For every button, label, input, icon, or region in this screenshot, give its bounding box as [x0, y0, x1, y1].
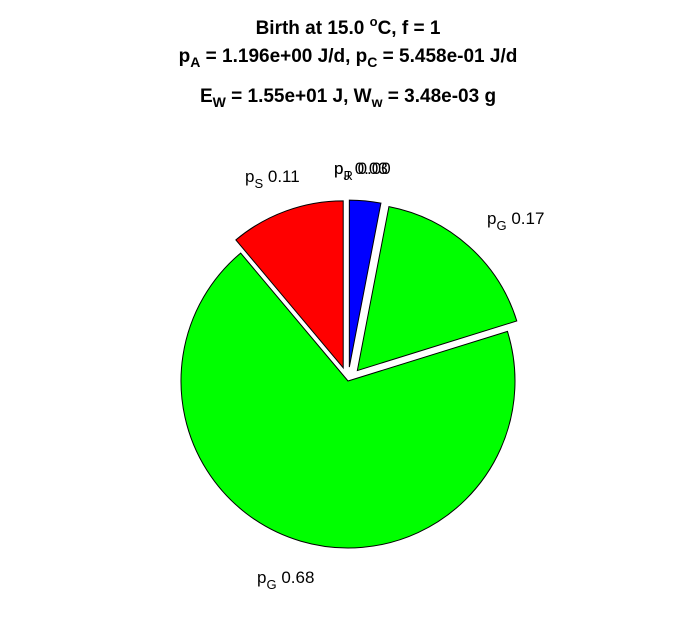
pie-slice-pG: [356, 205, 518, 372]
chart-title-line-1: Birth at 15.0 oC, f = 1: [0, 14, 696, 40]
title-text: = 1.196e+00 J/d, p: [200, 46, 368, 67]
title-text: = 1.55e+01 J, W: [225, 86, 372, 107]
title-text: C, f = 1: [377, 18, 441, 39]
slice-label-pJ: pJ 0.03: [334, 159, 388, 183]
pie-slice-pS: [235, 200, 344, 370]
pie-slice-pG: [180, 252, 516, 549]
title-subscript: A: [190, 54, 201, 70]
title-subscript: W: [212, 94, 226, 110]
title-subscript: C: [367, 54, 378, 70]
title-subscript: w: [371, 94, 383, 110]
slice-label-pS: pS 0.11: [245, 167, 300, 191]
chart-title-line-3: EW = 1.55e+01 J, Ww = 3.48e-03 g: [0, 86, 696, 110]
pie-slice-pJ: [348, 199, 382, 368]
title-text: Birth at 15.0: [255, 18, 370, 39]
title-text: = 3.48e-03 g: [382, 86, 497, 107]
slice-label-pG: pG 0.68: [257, 568, 314, 592]
title-text: = 5.458e-01 J/d: [377, 46, 518, 67]
degree-superscript: o: [369, 14, 378, 29]
title-text: E: [199, 86, 213, 107]
chart-title-line-2: pA = 1.196e+00 J/d, pC = 5.458e-01 J/d: [0, 46, 696, 70]
slice-label-pR: pR 0.00: [334, 159, 391, 183]
title-text: p: [178, 46, 191, 67]
slice-label-pG: pG 0.17: [487, 209, 544, 233]
